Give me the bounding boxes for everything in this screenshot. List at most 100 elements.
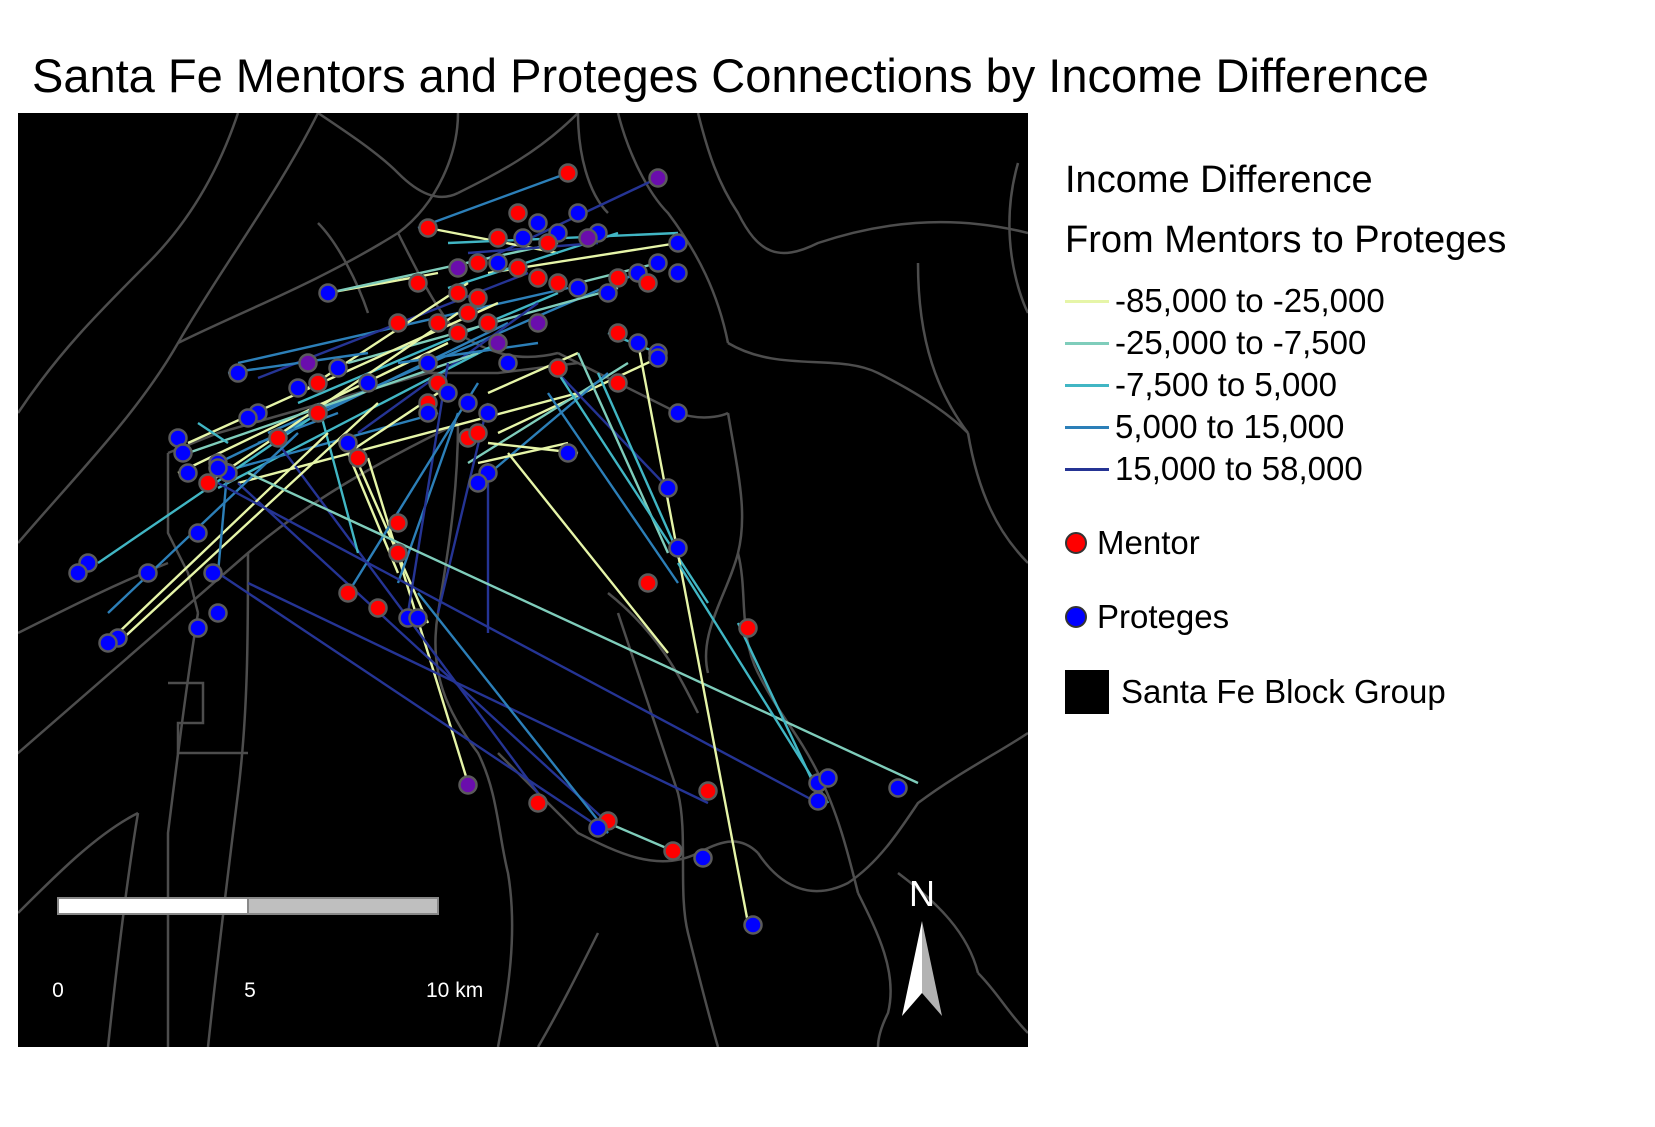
scale-bar: 0 5 10 km bbox=[52, 897, 483, 1002]
scale-bar-segment-white bbox=[57, 897, 249, 915]
north-arrow-left-half bbox=[902, 921, 922, 1016]
protege-point bbox=[668, 233, 688, 253]
mentor-point bbox=[428, 313, 448, 333]
mentor-point bbox=[368, 598, 388, 618]
protege-point bbox=[658, 478, 678, 498]
connection-line bbox=[117, 432, 329, 634]
protege-point bbox=[478, 403, 498, 423]
mentor-point bbox=[468, 253, 488, 273]
legend-mentor: Mentor bbox=[1065, 522, 1506, 564]
protege-point bbox=[238, 408, 258, 428]
legend-class-5: 15,000 to 58,000 bbox=[1065, 448, 1506, 490]
legend-class-1: -85,000 to -25,000 bbox=[1065, 280, 1506, 322]
mentor-point bbox=[608, 323, 628, 343]
legend-class-3: -7,500 to 5,000 bbox=[1065, 364, 1506, 406]
protege-point bbox=[318, 283, 338, 303]
protege-point bbox=[173, 443, 193, 463]
north-arrow-right-half bbox=[922, 921, 942, 1016]
connection-line bbox=[247, 581, 709, 805]
connection-line bbox=[237, 391, 579, 485]
mentor-point bbox=[698, 781, 718, 801]
protege-point bbox=[888, 778, 908, 798]
mentor-point bbox=[508, 203, 528, 223]
scale-label-0: 0 bbox=[52, 979, 64, 1002]
overlap-point bbox=[648, 168, 668, 188]
mentor-point bbox=[738, 618, 758, 638]
mentor-point bbox=[548, 358, 568, 378]
protege-point bbox=[818, 768, 838, 788]
legend-class-3-label: -7,500 to 5,000 bbox=[1115, 366, 1338, 403]
protege-point bbox=[808, 791, 828, 811]
legend-class-2-label: -25,000 to -7,500 bbox=[1115, 324, 1367, 361]
legend-class-2: -25,000 to -7,500 bbox=[1065, 322, 1506, 364]
connection-line bbox=[417, 592, 609, 834]
overlap-point bbox=[488, 333, 508, 353]
legend-mentor-symbol bbox=[1065, 532, 1087, 554]
overlap-point bbox=[298, 353, 318, 373]
protege-point bbox=[203, 563, 223, 583]
connection-line bbox=[247, 471, 919, 785]
mentor-point bbox=[508, 258, 528, 278]
legend-class-4-swatch bbox=[1065, 425, 1109, 429]
connection-line bbox=[467, 241, 599, 255]
protege-point bbox=[138, 563, 158, 583]
mentor-point bbox=[638, 573, 658, 593]
legend-blockgroup-label: Santa Fe Block Group bbox=[1121, 673, 1446, 710]
protege-point bbox=[468, 473, 488, 493]
protege-point bbox=[568, 203, 588, 223]
protege-point bbox=[358, 373, 378, 393]
legend-protege-label: Proteges bbox=[1097, 598, 1230, 635]
legend-class-4: 5,000 to 15,000 bbox=[1065, 406, 1506, 448]
legend-class-1-label: -85,000 to -25,000 bbox=[1115, 282, 1385, 319]
mentor-point bbox=[418, 218, 438, 238]
legend-blockgroup-symbol bbox=[1065, 670, 1109, 714]
protege-point bbox=[208, 603, 228, 623]
connection-line bbox=[217, 481, 819, 805]
mentor-point bbox=[608, 268, 628, 288]
connection-line bbox=[227, 351, 369, 375]
protege-point bbox=[228, 363, 248, 383]
north-arrow-label: N bbox=[909, 873, 935, 914]
mentor-point bbox=[308, 403, 328, 423]
legend: Income Difference From Mentors to Proteg… bbox=[1065, 150, 1506, 714]
mentor-point bbox=[448, 283, 468, 303]
mentor-point bbox=[548, 273, 568, 293]
mentor-point bbox=[338, 583, 358, 603]
protege-point bbox=[418, 403, 438, 423]
scale-label-10km: 10 km bbox=[426, 979, 483, 1002]
protege-point bbox=[693, 848, 713, 868]
protege-point bbox=[98, 633, 118, 653]
protege-point bbox=[178, 463, 198, 483]
protege-point bbox=[743, 915, 763, 935]
protege-point bbox=[458, 393, 478, 413]
map-canvas: 0 5 10 km N bbox=[18, 113, 1028, 1047]
connection-lines bbox=[97, 171, 919, 924]
protege-point bbox=[648, 253, 668, 273]
overlap-point bbox=[578, 228, 598, 248]
protege-point bbox=[513, 228, 533, 248]
protege-point bbox=[328, 358, 348, 378]
mentor-point bbox=[348, 448, 368, 468]
overlap-point bbox=[528, 313, 548, 333]
protege-point bbox=[598, 283, 618, 303]
protege-point bbox=[188, 523, 208, 543]
mentor-point bbox=[528, 793, 548, 813]
mentor-point bbox=[538, 233, 558, 253]
mentor-point bbox=[468, 423, 488, 443]
legend-blockgroup: Santa Fe Block Group bbox=[1065, 670, 1506, 714]
connection-line bbox=[477, 441, 569, 465]
connection-line bbox=[406, 362, 450, 614]
mentor-point bbox=[268, 428, 288, 448]
mentor-point bbox=[478, 313, 498, 333]
protege-point bbox=[528, 213, 548, 233]
legend-class-5-label: 15,000 to 58,000 bbox=[1115, 450, 1363, 487]
protege-point bbox=[648, 348, 668, 368]
protege-point bbox=[668, 263, 688, 283]
mentor-point bbox=[608, 373, 628, 393]
connection-line bbox=[297, 291, 559, 405]
mentor-point bbox=[488, 228, 508, 248]
legend-title-line1: Income Difference bbox=[1065, 159, 1373, 201]
legend-class-5-swatch bbox=[1065, 467, 1109, 471]
connection-line bbox=[396, 412, 460, 584]
connection-line bbox=[736, 622, 820, 794]
